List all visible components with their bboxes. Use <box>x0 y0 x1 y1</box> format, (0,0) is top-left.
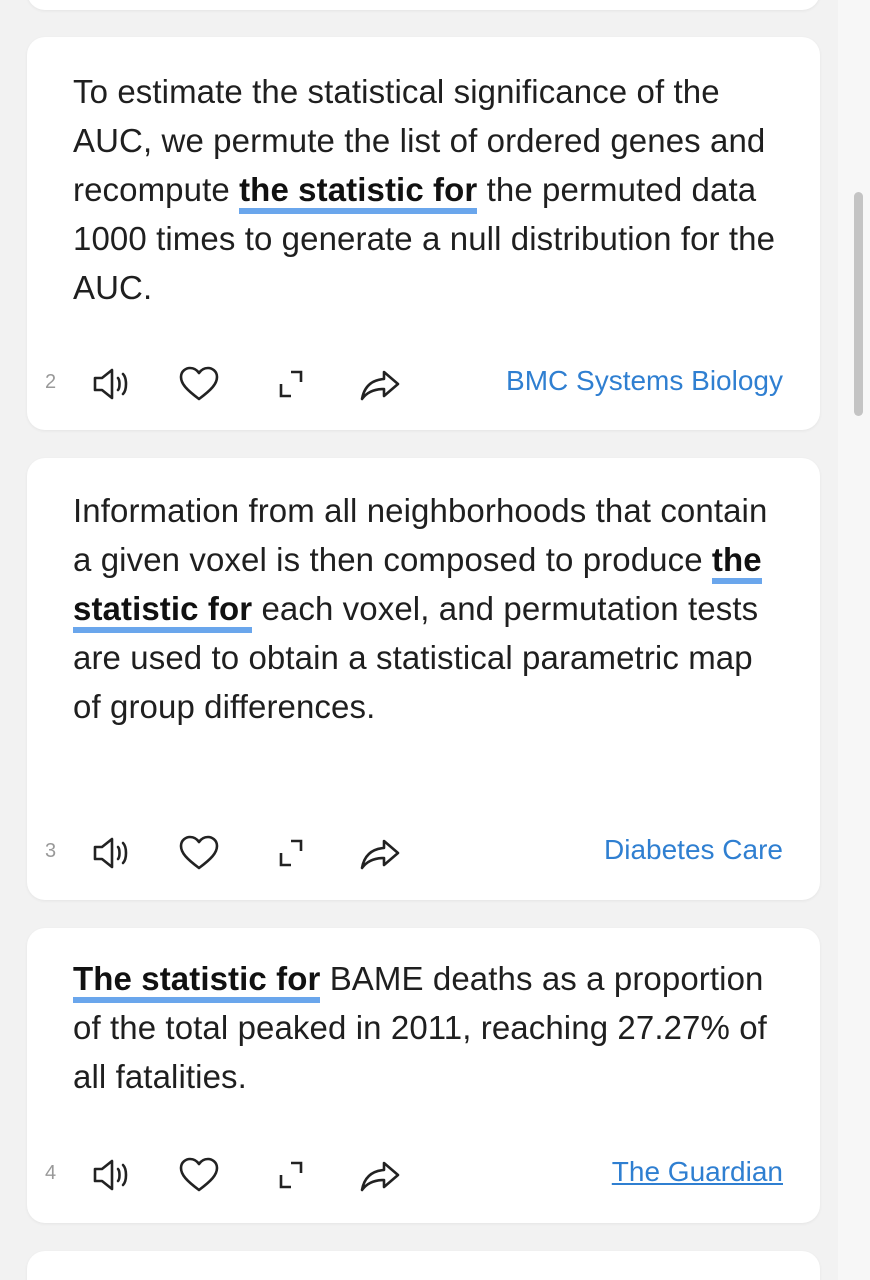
heart-icon[interactable] <box>175 1153 223 1197</box>
highlighted-phrase: the statistic for <box>239 171 478 214</box>
example-sentence: To estimate the statistical significance… <box>73 67 780 312</box>
speaker-icon[interactable] <box>89 1153 137 1197</box>
source-link[interactable]: BMC Systems Biology <box>506 365 783 396</box>
example-card: The statistic for BAME deaths as a propo… <box>27 928 820 1223</box>
share-icon[interactable] <box>356 831 404 875</box>
sentence-text-after: each voxel, and permutation tests are us… <box>73 590 759 725</box>
expand-icon[interactable] <box>267 831 315 875</box>
source-link[interactable]: The Guardian <box>611 1156 783 1187</box>
card-next <box>27 1251 820 1280</box>
highlighted-phrase: The statistic for <box>73 960 321 1003</box>
share-icon[interactable] <box>356 362 404 406</box>
scroll-gutter <box>838 0 870 1280</box>
sentence-text-before: To estimate the statistical significance… <box>73 73 766 208</box>
example-number: 4 <box>45 1162 57 1184</box>
speaker-icon[interactable] <box>89 831 137 875</box>
heart-icon[interactable] <box>175 831 223 875</box>
sentence-text-before: Information from all neighborhoods that … <box>73 492 768 578</box>
example-sentence: Information from all neighborhoods that … <box>73 486 780 731</box>
sentence-text-after: the permuted data 1000 times to generate… <box>73 171 776 306</box>
example-number: 2 <box>45 371 57 393</box>
expand-icon[interactable] <box>267 362 315 406</box>
expand-icon[interactable] <box>267 1153 315 1197</box>
share-icon[interactable] <box>356 1153 404 1197</box>
card-toolbar: 2 BMC Systems Biology <box>27 359 820 409</box>
example-card: To estimate the statistical significance… <box>27 37 820 430</box>
example-number: 3 <box>45 840 57 862</box>
sentence-text-after: BAME deaths as a proportion of the total… <box>73 960 767 1095</box>
highlighted-phrase: the statistic for <box>73 541 762 633</box>
example-sentence: The statistic for BAME deaths as a propo… <box>73 954 780 1101</box>
card-previous <box>27 0 820 10</box>
speaker-icon[interactable] <box>89 362 137 406</box>
scrollbar-thumb[interactable] <box>854 192 863 416</box>
heart-icon[interactable] <box>175 362 223 406</box>
example-card: Information from all neighborhoods that … <box>27 458 820 900</box>
card-toolbar: 4 The Guardian <box>27 1150 820 1200</box>
source-link[interactable]: Diabetes Care <box>604 834 783 865</box>
card-toolbar: 3 Diabetes Care <box>27 828 820 878</box>
